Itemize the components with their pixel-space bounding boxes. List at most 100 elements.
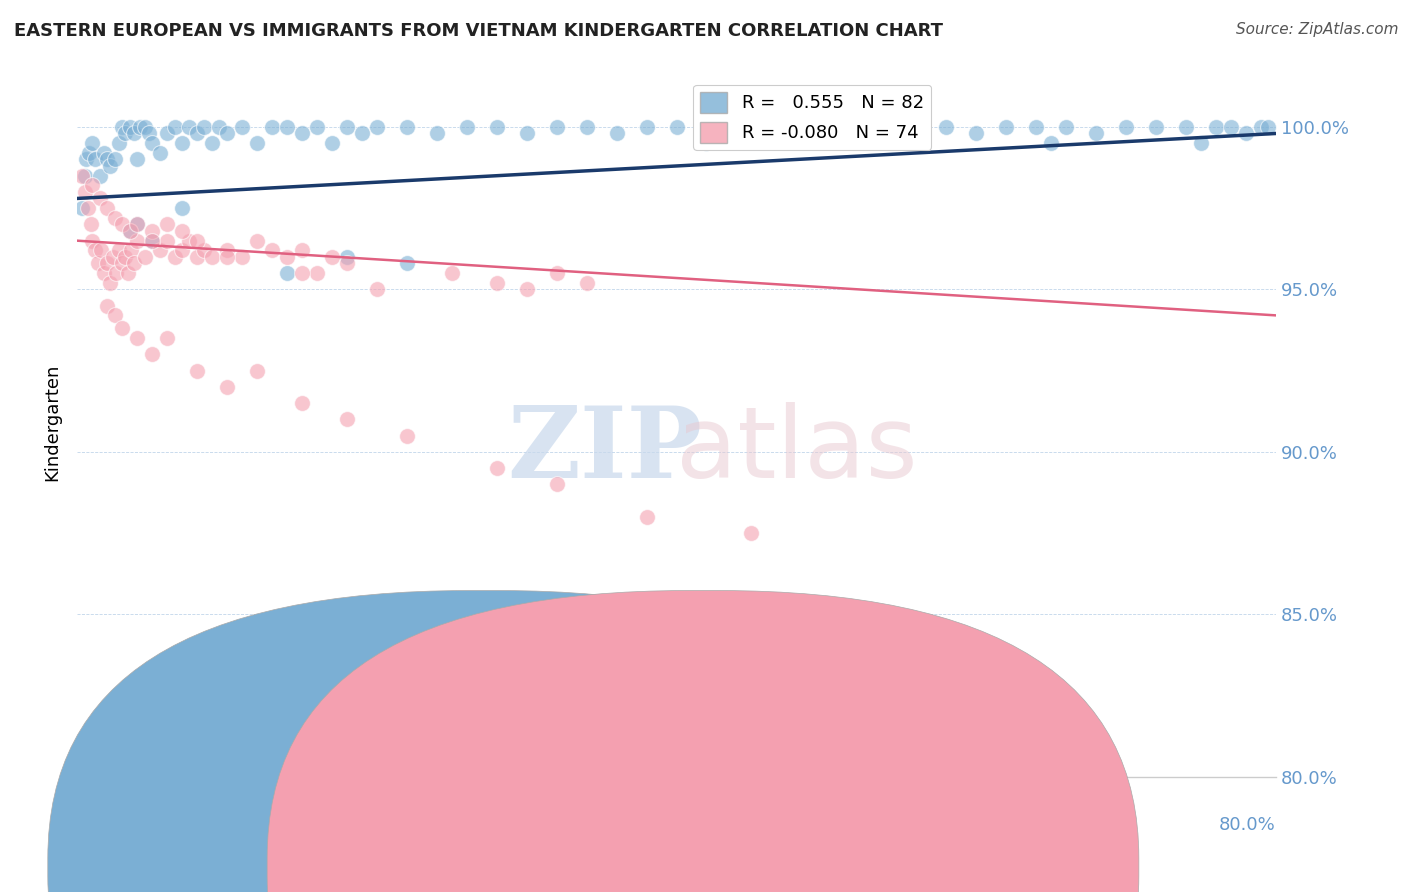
- Point: [440, 266, 463, 280]
- Point: [156, 331, 179, 345]
- Point: [186, 127, 208, 141]
- Point: [125, 331, 148, 345]
- Point: [276, 266, 298, 280]
- Point: [606, 127, 628, 141]
- Point: [516, 282, 538, 296]
- Point: [965, 127, 987, 141]
- Point: [98, 159, 121, 173]
- Point: [156, 234, 179, 248]
- Point: [80, 234, 103, 248]
- Text: Source: ZipAtlas.com: Source: ZipAtlas.com: [1236, 22, 1399, 37]
- Point: [336, 120, 359, 134]
- Point: [1234, 127, 1257, 141]
- Y-axis label: Kindergarten: Kindergarten: [44, 364, 60, 482]
- Point: [336, 412, 359, 426]
- Point: [246, 363, 269, 377]
- Point: [108, 244, 131, 258]
- Point: [546, 266, 568, 280]
- Point: [350, 127, 373, 141]
- Point: [215, 380, 238, 394]
- Text: Eastern Europeans: Eastern Europeans: [506, 852, 662, 870]
- Point: [129, 120, 152, 134]
- Point: [170, 244, 193, 258]
- Point: [108, 136, 131, 151]
- Point: [122, 256, 145, 270]
- Point: [575, 276, 598, 290]
- Point: [70, 201, 93, 215]
- Point: [73, 185, 96, 199]
- Point: [156, 218, 179, 232]
- Point: [73, 169, 96, 183]
- Point: [291, 244, 314, 258]
- Point: [111, 120, 134, 134]
- Point: [546, 477, 568, 491]
- Point: [395, 120, 418, 134]
- Point: [215, 127, 238, 141]
- Point: [103, 309, 125, 323]
- Point: [80, 136, 103, 151]
- Point: [336, 256, 359, 270]
- Point: [1175, 120, 1198, 134]
- Point: [291, 266, 314, 280]
- Point: [785, 127, 807, 141]
- Point: [105, 266, 128, 280]
- Point: [111, 321, 134, 335]
- Point: [246, 136, 269, 151]
- Point: [260, 120, 283, 134]
- Point: [1189, 136, 1212, 151]
- Point: [148, 244, 170, 258]
- Point: [636, 120, 658, 134]
- Point: [141, 347, 163, 361]
- Point: [366, 120, 388, 134]
- Point: [79, 218, 101, 232]
- Point: [755, 120, 778, 134]
- Point: [260, 244, 283, 258]
- Point: [336, 250, 359, 264]
- Point: [122, 127, 145, 141]
- Point: [93, 145, 115, 160]
- Point: [1220, 120, 1243, 134]
- Point: [179, 234, 201, 248]
- Point: [546, 120, 568, 134]
- Point: [1250, 120, 1272, 134]
- Point: [84, 244, 107, 258]
- Point: [575, 120, 598, 134]
- Point: [156, 127, 179, 141]
- Text: EASTERN EUROPEAN VS IMMIGRANTS FROM VIETNAM KINDERGARTEN CORRELATION CHART: EASTERN EUROPEAN VS IMMIGRANTS FROM VIET…: [14, 22, 943, 40]
- Text: ZIP: ZIP: [508, 402, 702, 500]
- Point: [98, 276, 121, 290]
- Point: [80, 178, 103, 193]
- Point: [1257, 120, 1279, 134]
- Point: [186, 363, 208, 377]
- Point: [426, 127, 449, 141]
- Point: [170, 224, 193, 238]
- Point: [905, 120, 928, 134]
- Point: [1115, 120, 1137, 134]
- Point: [246, 234, 269, 248]
- Point: [118, 120, 141, 134]
- Point: [366, 282, 388, 296]
- Point: [148, 145, 170, 160]
- Point: [201, 250, 224, 264]
- Legend: R =   0.555   N = 82, R = -0.080   N = 74: R = 0.555 N = 82, R = -0.080 N = 74: [693, 85, 931, 150]
- Point: [163, 120, 186, 134]
- Point: [120, 244, 142, 258]
- Point: [75, 153, 97, 167]
- Point: [114, 250, 136, 264]
- Point: [93, 266, 115, 280]
- Point: [125, 234, 148, 248]
- Point: [516, 127, 538, 141]
- Point: [117, 266, 139, 280]
- Point: [636, 509, 658, 524]
- Point: [485, 461, 508, 475]
- Point: [134, 250, 156, 264]
- Point: [1025, 120, 1047, 134]
- Point: [740, 526, 762, 541]
- Point: [665, 120, 688, 134]
- Point: [995, 120, 1018, 134]
- Point: [76, 201, 98, 215]
- Point: [231, 120, 253, 134]
- Point: [87, 256, 110, 270]
- Point: [134, 120, 156, 134]
- Point: [1054, 120, 1077, 134]
